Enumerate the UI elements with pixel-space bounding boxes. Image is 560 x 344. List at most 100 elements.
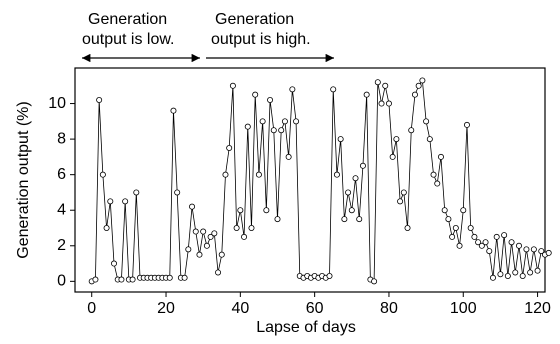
y-tick-label: 2: [57, 237, 66, 254]
data-point: [378, 100, 385, 107]
y-tick-label: 0: [57, 273, 66, 290]
x-tick-label: 120: [524, 300, 551, 317]
data-point: [129, 276, 136, 283]
data-point: [111, 260, 118, 267]
data-point: [486, 248, 493, 255]
annotation: Generation: [88, 11, 167, 28]
data-point: [449, 233, 456, 240]
data-point: [259, 118, 266, 125]
data-point: [211, 230, 218, 237]
data-point: [252, 91, 259, 98]
data-point: [285, 153, 292, 160]
data-point: [222, 171, 229, 178]
data-point: [430, 171, 437, 178]
data-point: [293, 118, 300, 125]
data-point: [118, 276, 125, 283]
data-point: [478, 242, 485, 249]
x-tick-label: 80: [380, 300, 398, 317]
annotation: output is low.: [82, 31, 175, 48]
data-point: [530, 246, 537, 253]
data-point: [359, 162, 366, 169]
data-point: [341, 216, 348, 223]
data-point: [92, 276, 99, 283]
data-point: [330, 86, 337, 93]
data-point: [248, 224, 255, 231]
data-point: [348, 207, 355, 214]
data-point: [326, 272, 333, 279]
data-point: [122, 198, 129, 205]
data-point: [419, 77, 426, 84]
data-point: [463, 121, 470, 128]
data-point: [133, 189, 140, 196]
data-point: [270, 127, 277, 134]
data-point: [411, 91, 418, 98]
x-tick-label: 100: [450, 300, 477, 317]
data-point: [534, 267, 541, 274]
data-point: [515, 242, 522, 249]
data-point: [404, 224, 411, 231]
data-point: [471, 233, 478, 240]
data-point: [237, 207, 244, 214]
data-point: [99, 171, 106, 178]
data-point: [445, 216, 452, 223]
data-point: [241, 233, 248, 240]
data-point: [363, 91, 370, 98]
data-point: [512, 269, 519, 276]
data-point: [415, 82, 422, 89]
data-point: [389, 153, 396, 160]
data-point: [103, 224, 110, 231]
data-point: [508, 239, 515, 246]
data-point: [203, 242, 210, 249]
y-axis-label: Generation output (%): [15, 101, 32, 258]
data-point: [181, 274, 188, 281]
data-point: [352, 175, 359, 182]
data-point: [189, 203, 196, 210]
data-point: [545, 249, 552, 256]
x-tick-label: 20: [157, 300, 175, 317]
data-point: [397, 198, 404, 205]
plot-frame: [74, 67, 546, 293]
data-line: [91, 79, 549, 282]
data-point: [226, 144, 233, 151]
data-point: [281, 118, 288, 125]
data-point: [255, 171, 262, 178]
data-point: [393, 136, 400, 143]
data-point: [96, 97, 103, 104]
data-point: [345, 189, 352, 196]
data-point: [456, 242, 463, 249]
data-point: [233, 224, 240, 231]
data-point: [437, 153, 444, 160]
data-point: [493, 233, 500, 240]
y-tick-label: 4: [57, 201, 66, 218]
data-point: [527, 269, 534, 276]
data-point: [523, 246, 530, 253]
data-point: [337, 136, 344, 143]
data-point: [267, 97, 274, 104]
x-tick-label: 0: [87, 300, 96, 317]
data-point: [289, 86, 296, 93]
data-point: [475, 239, 482, 246]
data-point: [263, 207, 270, 214]
data-point: [423, 118, 430, 125]
data-point: [244, 123, 251, 130]
data-point: [460, 207, 467, 214]
data-point: [200, 228, 207, 235]
data-point: [467, 224, 474, 231]
data-point: [408, 127, 415, 134]
data-point: [382, 82, 389, 89]
data-point: [504, 272, 511, 279]
data-point: [434, 180, 441, 187]
data-point: [452, 224, 459, 231]
y-tick-label: 10: [48, 95, 66, 112]
data-point: [538, 248, 545, 255]
data-point: [519, 272, 526, 279]
data-point: [441, 207, 448, 214]
annotation: Generation: [215, 11, 294, 28]
data-point: [207, 233, 214, 240]
data-point: [482, 239, 489, 246]
data-point: [192, 228, 199, 235]
data-point: [356, 216, 363, 223]
data-point: [107, 198, 114, 205]
data-point: [170, 107, 177, 114]
